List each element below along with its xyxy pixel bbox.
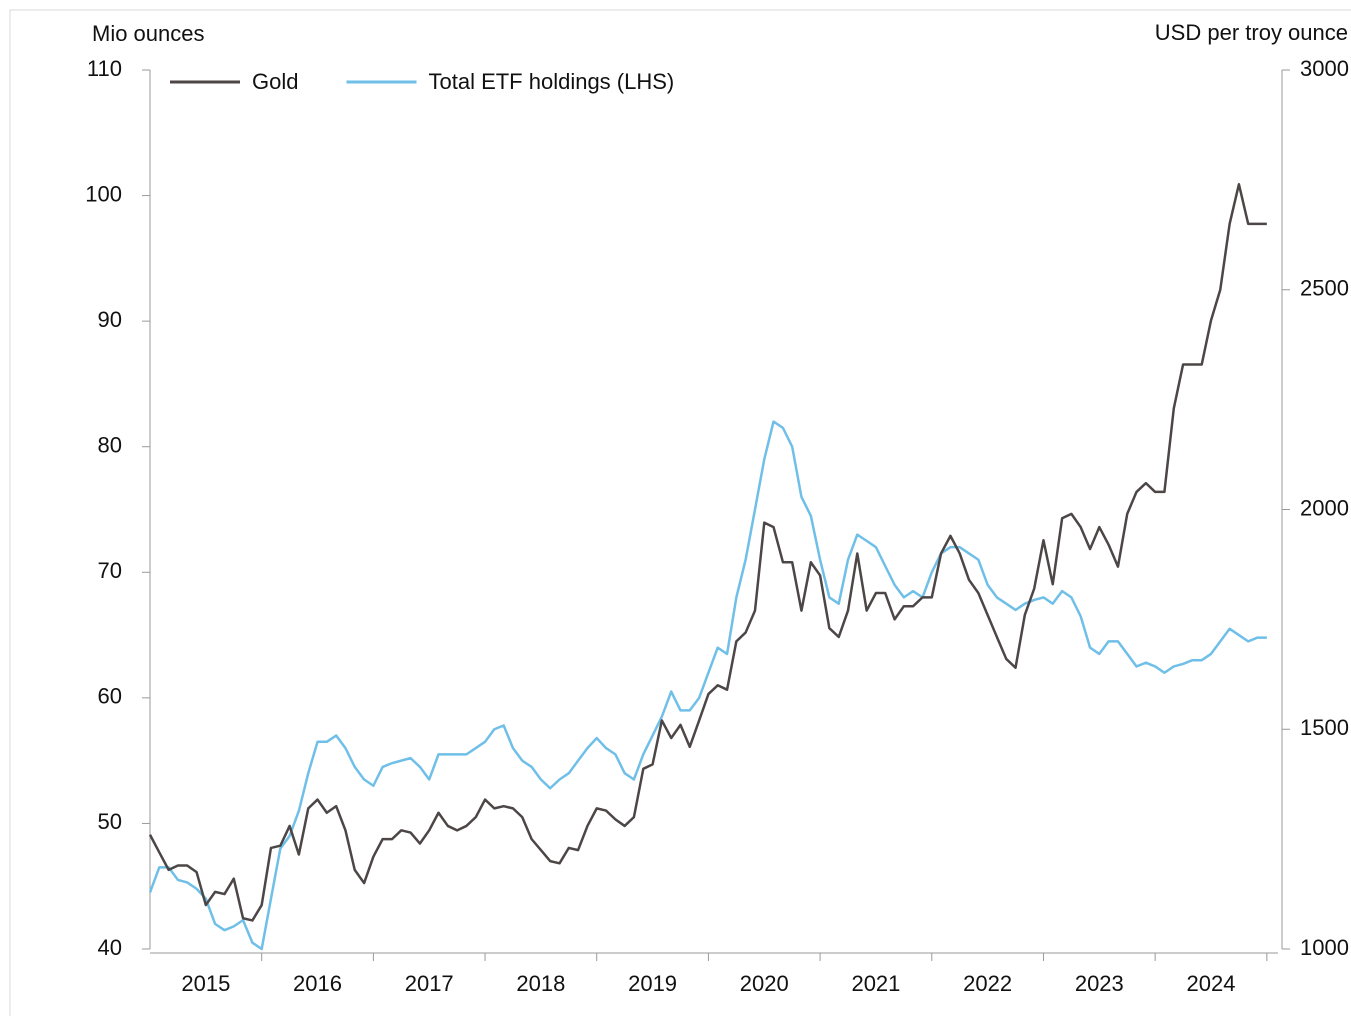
- legend-label: Gold: [252, 69, 298, 94]
- y-tick-label: 110: [87, 56, 122, 81]
- frame: [9, 9, 1351, 1016]
- y-tick-label: 90: [98, 307, 122, 332]
- y-tick-label: 80: [98, 433, 122, 458]
- x-tick-label: 2017: [405, 971, 454, 996]
- x-tick-label: 2022: [963, 971, 1012, 996]
- y2-tick-label: 2000: [1300, 495, 1349, 520]
- y-tick-label: 70: [98, 558, 122, 583]
- x-tick-label: 2018: [516, 971, 565, 996]
- series-line: [148, 420, 1267, 951]
- x-tick-label: 2016: [293, 971, 342, 996]
- x-tick-label: 2019: [628, 971, 677, 996]
- x-tick-label: 2015: [181, 971, 230, 996]
- x-tick-label: 2021: [851, 971, 900, 996]
- y-axis-title: Mio ounces: [92, 21, 205, 46]
- y2-axis-title: USD per troy ounce: [1155, 20, 1348, 45]
- x-tick-label: 2024: [1187, 971, 1236, 996]
- legend-label: Total ETF holdings (LHS): [428, 69, 674, 94]
- y2-tick-label: 1000: [1300, 935, 1349, 960]
- series-line: [148, 183, 1267, 922]
- y2-tick-label: 1500: [1300, 715, 1349, 740]
- y-tick-label: 60: [98, 684, 122, 709]
- y-tick-label: 100: [85, 181, 122, 206]
- y-tick-label: 50: [98, 809, 122, 834]
- y2-tick-label: 2500: [1300, 276, 1349, 301]
- x-tick-label: 2020: [740, 971, 789, 996]
- y2-tick-label: 3000: [1300, 56, 1349, 81]
- x-tick-label: 2023: [1075, 971, 1124, 996]
- y-tick-label: 40: [98, 935, 122, 960]
